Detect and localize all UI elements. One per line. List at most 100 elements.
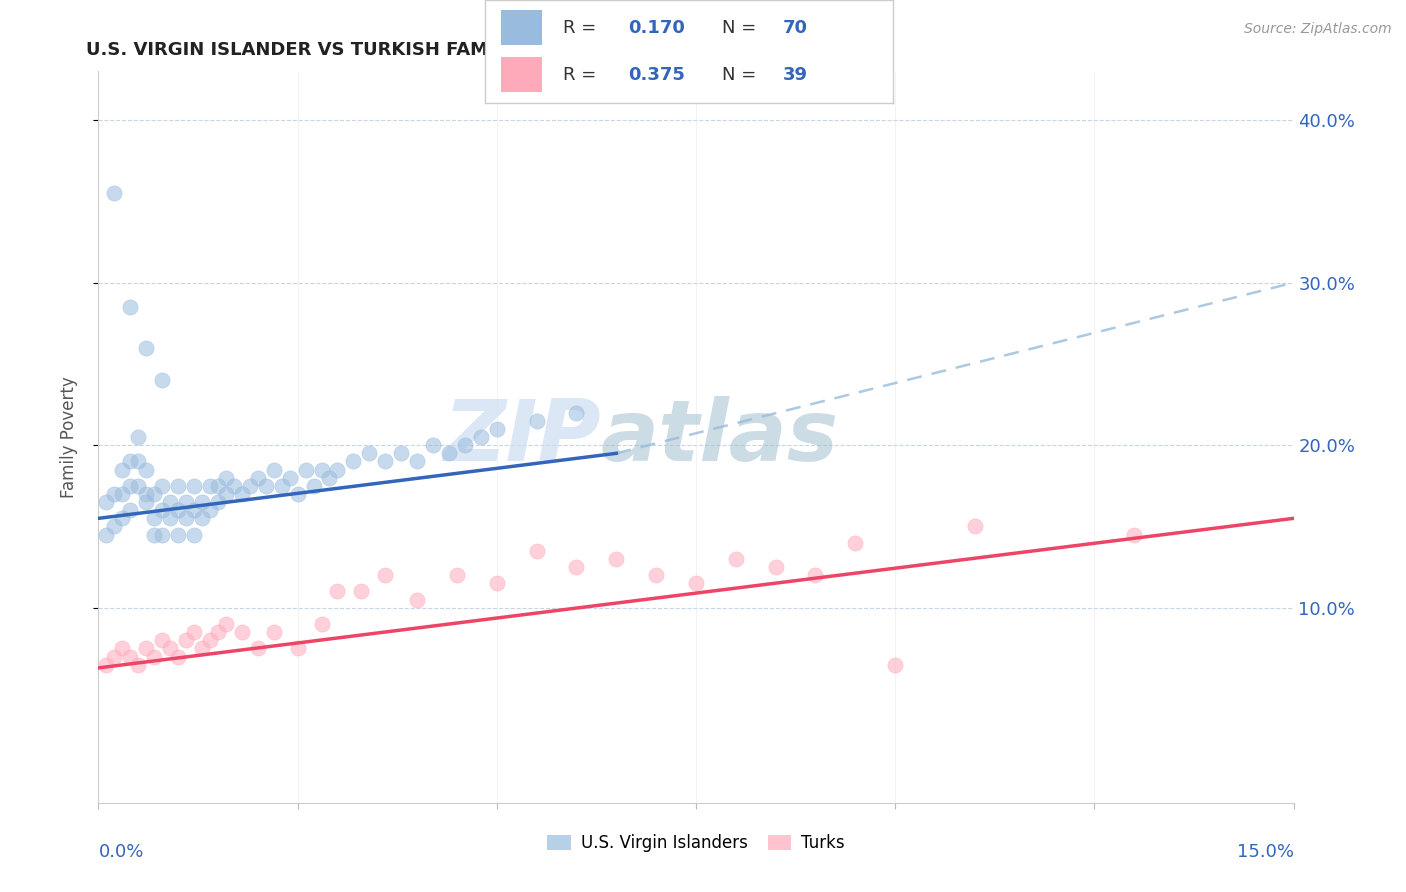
Point [804, 568, 827, 582]
Point [198, 633, 221, 648]
Point [120, 479, 142, 493]
Point [215, 617, 238, 632]
Point [183, 503, 205, 517]
Point [231, 487, 253, 501]
Point [270, 479, 292, 493]
Point [263, 625, 285, 640]
Point [287, 641, 309, 656]
Text: 0.375: 0.375 [627, 66, 685, 84]
Legend: U.S. Virgin Islanders, Turks: U.S. Virgin Islanders, Turks [538, 826, 853, 860]
Point [111, 641, 134, 656]
Point [127, 479, 149, 493]
Text: Source: ZipAtlas.com: Source: ZipAtlas.com [1244, 22, 1392, 37]
Text: 0.0%: 0.0% [98, 844, 143, 862]
Text: 70: 70 [783, 19, 807, 37]
Point [565, 560, 588, 574]
Point [143, 649, 166, 664]
Point [231, 625, 253, 640]
Point [143, 487, 166, 501]
Point [167, 649, 190, 664]
Point [1123, 527, 1146, 541]
Point [127, 430, 149, 444]
Point [222, 479, 245, 493]
Point [246, 471, 269, 485]
Point [207, 625, 229, 640]
Text: R =: R = [562, 66, 602, 84]
Point [685, 576, 707, 591]
Point [103, 487, 125, 501]
Point [844, 535, 866, 549]
Point [302, 479, 325, 493]
Point [135, 341, 157, 355]
Point [111, 487, 134, 501]
Point [884, 657, 907, 672]
Point [374, 454, 396, 468]
Point [963, 519, 986, 533]
Point [191, 495, 214, 509]
Point [406, 592, 429, 607]
Point [159, 495, 181, 509]
Text: U.S. VIRGIN ISLANDER VS TURKISH FAMILY POVERTY CORRELATION CHART: U.S. VIRGIN ISLANDER VS TURKISH FAMILY P… [87, 41, 837, 59]
Point [724, 552, 747, 566]
Text: N =: N = [721, 66, 762, 84]
Point [645, 568, 668, 582]
Text: 0.170: 0.170 [627, 19, 685, 37]
Point [318, 471, 340, 485]
Point [174, 495, 197, 509]
Point [485, 422, 508, 436]
Text: 39: 39 [783, 66, 807, 84]
Point [127, 657, 149, 672]
Point [207, 495, 229, 509]
Point [326, 462, 349, 476]
Point [215, 471, 238, 485]
Point [326, 584, 349, 599]
Point [96, 527, 118, 541]
Point [263, 462, 285, 476]
Point [278, 471, 301, 485]
Point [143, 511, 166, 525]
Point [239, 479, 262, 493]
Point [111, 511, 134, 525]
Y-axis label: Family Poverty: Family Poverty [59, 376, 77, 498]
Point [150, 503, 173, 517]
Point [111, 462, 134, 476]
Point [350, 584, 373, 599]
Point [246, 641, 269, 656]
Point [565, 406, 588, 420]
Point [198, 503, 221, 517]
Point [96, 495, 118, 509]
FancyBboxPatch shape [502, 11, 543, 45]
Point [150, 633, 173, 648]
Point [127, 454, 149, 468]
Point [120, 649, 142, 664]
Point [605, 552, 627, 566]
Point [135, 495, 157, 509]
Point [150, 373, 173, 387]
Point [359, 446, 381, 460]
Point [215, 487, 238, 501]
Point [470, 430, 492, 444]
Point [135, 641, 157, 656]
Point [183, 527, 205, 541]
Point [120, 454, 142, 468]
Text: 15.0%: 15.0% [1236, 844, 1294, 862]
Point [150, 527, 173, 541]
Point [120, 300, 142, 314]
Point [526, 544, 548, 558]
Point [342, 454, 364, 468]
Point [174, 511, 197, 525]
Point [454, 438, 477, 452]
Point [446, 568, 468, 582]
Text: N =: N = [721, 19, 762, 37]
Point [167, 527, 190, 541]
Point [207, 479, 229, 493]
Point [389, 446, 412, 460]
Point [311, 617, 333, 632]
Point [174, 633, 197, 648]
Point [406, 454, 429, 468]
Point [183, 625, 205, 640]
Point [198, 479, 221, 493]
Point [159, 511, 181, 525]
Point [159, 641, 181, 656]
Point [167, 479, 190, 493]
